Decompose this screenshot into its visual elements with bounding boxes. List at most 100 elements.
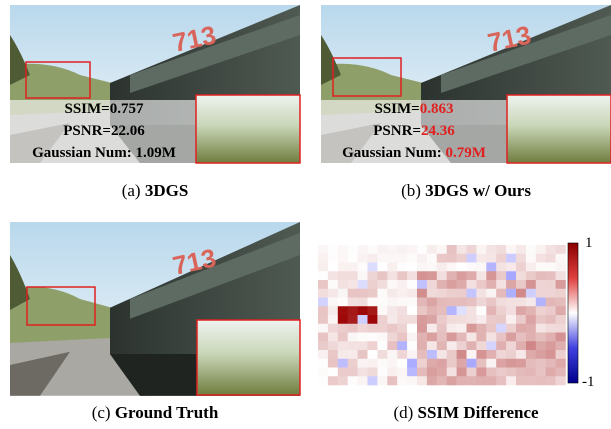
heatmap-cell xyxy=(328,368,338,377)
heatmap-cell xyxy=(348,298,358,307)
heatmap-cell xyxy=(407,359,417,368)
heatmap-cell xyxy=(496,245,506,254)
heatmap-cell xyxy=(447,341,457,350)
heatmap-cell xyxy=(397,333,407,342)
heatmap-cell xyxy=(457,315,467,324)
heatmap-cell xyxy=(387,298,397,307)
heatmap-cell xyxy=(476,298,486,307)
heatmap-cell xyxy=(318,376,328,385)
caption-c: (c) Ground Truth xyxy=(92,403,219,422)
heatmap-cell xyxy=(358,245,368,254)
heatmap-cell xyxy=(506,254,516,263)
heatmap-cell xyxy=(348,306,358,315)
heatmap-cell xyxy=(526,341,536,350)
heatmap-cell xyxy=(348,245,358,254)
heatmap-cell xyxy=(467,254,477,263)
heatmap-cell xyxy=(467,280,477,289)
heatmap-cell xyxy=(328,350,338,359)
heatmap-cell xyxy=(427,289,437,298)
heatmap-cell xyxy=(407,298,417,307)
heatmap-cell xyxy=(328,359,338,368)
heatmap-cell xyxy=(417,333,427,342)
psnr-label: PSNR= xyxy=(373,123,421,139)
heatmap-cell xyxy=(407,341,417,350)
psnr: PSNR=24.36 xyxy=(373,123,455,139)
heatmap-cell xyxy=(476,368,486,377)
heatmap-cell xyxy=(417,324,427,333)
heatmap-cell xyxy=(447,263,457,272)
heatmap-cell xyxy=(457,350,467,359)
heatmap-cell xyxy=(536,333,546,342)
heatmap-cell xyxy=(348,289,358,298)
heatmap-cell xyxy=(377,245,387,254)
heatmap-cell xyxy=(496,341,506,350)
heatmap-cell xyxy=(368,280,378,289)
heatmap-cell xyxy=(516,376,526,385)
heatmap-cell xyxy=(377,359,387,368)
heatmap-cell xyxy=(457,324,467,333)
heatmap-cell xyxy=(377,280,387,289)
heatmap-cell xyxy=(397,341,407,350)
heatmap-cell xyxy=(467,359,477,368)
heatmap-cell xyxy=(486,306,496,315)
heatmap-cell xyxy=(318,245,328,254)
heatmap-cell xyxy=(447,289,457,298)
heatmap-cell xyxy=(467,333,477,342)
heatmap-cell xyxy=(457,298,467,307)
heatmap-cell xyxy=(318,350,328,359)
heatmap-cell xyxy=(328,324,338,333)
heatmap-cell xyxy=(546,315,556,324)
heatmap-cell xyxy=(338,350,348,359)
heatmap-cell xyxy=(506,289,516,298)
heatmap-cell xyxy=(417,263,427,272)
heatmap-cell xyxy=(516,333,526,342)
caption-label: (c) xyxy=(92,403,111,422)
heatmap-cell xyxy=(447,298,457,307)
heatmap-cell xyxy=(377,341,387,350)
heatmap-cell xyxy=(417,254,427,263)
gaussians-value: 0.79M xyxy=(445,145,485,161)
heatmap-cell xyxy=(338,333,348,342)
heatmap-cell xyxy=(318,306,328,315)
heatmap-cell xyxy=(377,315,387,324)
heatmap-cell xyxy=(506,324,516,333)
heatmap-cell xyxy=(358,350,368,359)
heatmap-cell xyxy=(368,306,378,315)
heatmap-cell xyxy=(338,315,348,324)
heatmap-cell xyxy=(457,368,467,377)
heatmap-cell xyxy=(467,315,477,324)
heatmap-cell xyxy=(417,315,427,324)
heatmap-cell xyxy=(387,315,397,324)
heatmap-cell xyxy=(496,359,506,368)
heatmap-cell xyxy=(556,263,566,272)
heatmap-cell xyxy=(338,263,348,272)
heatmap-cell xyxy=(377,306,387,315)
heatmap-cell xyxy=(368,333,378,342)
heatmap-cell xyxy=(338,298,348,307)
heatmap-cell xyxy=(496,298,506,307)
heatmap-cell xyxy=(407,271,417,280)
heatmap-cell xyxy=(447,376,457,385)
heatmap-cell xyxy=(348,368,358,377)
heatmap-cell xyxy=(437,350,447,359)
heatmap-cell xyxy=(417,306,427,315)
heatmap-cell xyxy=(417,350,427,359)
heatmap-cell xyxy=(328,289,338,298)
heatmap-cell xyxy=(348,263,358,272)
heatmap-cell xyxy=(417,376,427,385)
heatmap-cell xyxy=(387,376,397,385)
heatmap-cell xyxy=(437,298,447,307)
heatmap-cell xyxy=(506,341,516,350)
heatmap-cell xyxy=(407,350,417,359)
heatmap-cell xyxy=(556,245,566,254)
heatmap-cell xyxy=(427,254,437,263)
heatmap-cell xyxy=(556,368,566,377)
heatmap-cell xyxy=(437,341,447,350)
heatmap-cell xyxy=(546,368,556,377)
caption-title: 3DGS xyxy=(145,181,188,200)
heatmap-cell xyxy=(486,350,496,359)
heatmap-cell xyxy=(338,280,348,289)
heatmap-cell xyxy=(387,341,397,350)
heatmap-cell xyxy=(427,376,437,385)
heatmap-cell xyxy=(417,280,427,289)
